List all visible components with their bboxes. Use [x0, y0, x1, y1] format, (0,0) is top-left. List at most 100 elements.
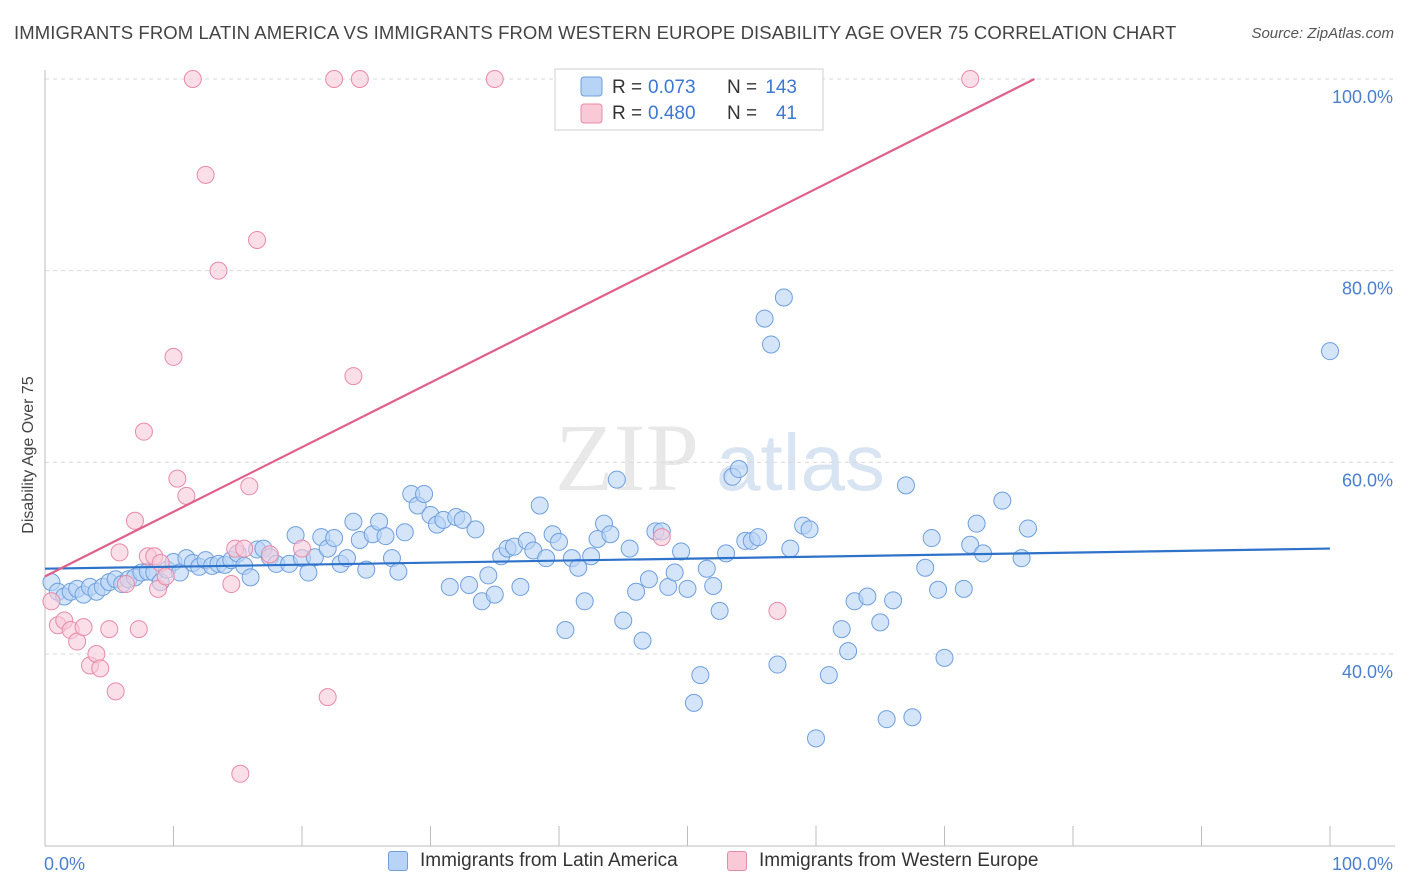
point-western-europe — [350, 70, 369, 88]
point-western-europe — [100, 620, 119, 639]
point-latin-america — [858, 587, 877, 606]
point-latin-america — [440, 577, 459, 596]
point-latin-america — [537, 549, 556, 568]
point-latin-america — [967, 514, 986, 533]
y-axis-label: Disability Age Over 75 — [20, 376, 37, 534]
point-latin-america — [993, 491, 1012, 510]
point-western-europe — [156, 567, 175, 586]
point-latin-america — [884, 591, 903, 610]
point-latin-america — [807, 729, 825, 748]
point-western-europe — [129, 620, 148, 639]
point-latin-america — [762, 335, 781, 354]
point-western-europe — [116, 575, 135, 594]
point-latin-america — [357, 560, 376, 579]
legend-r-value-1: 0.073 — [648, 77, 696, 98]
point-latin-america — [639, 570, 658, 589]
point-western-europe — [134, 422, 153, 441]
point-western-europe — [260, 545, 279, 564]
point-latin-america — [832, 620, 851, 639]
point-latin-america — [800, 520, 819, 539]
point-latin-america — [916, 558, 935, 577]
point-latin-america — [729, 460, 748, 479]
x-tick-label-min: 0.0% — [44, 854, 85, 874]
point-latin-america — [466, 520, 485, 539]
point-latin-america — [684, 693, 703, 712]
point-western-europe — [248, 231, 267, 249]
point-latin-america — [601, 525, 620, 544]
point-latin-america — [389, 562, 408, 581]
point-latin-america — [819, 666, 838, 685]
legend-item-western-europe: Immigrants from Western Europe — [727, 850, 1038, 872]
point-western-europe — [485, 70, 504, 88]
legend-n-value-1: 143 — [765, 77, 797, 98]
point-latin-america — [415, 484, 434, 503]
point-latin-america — [633, 631, 652, 650]
point-latin-america — [395, 523, 414, 542]
point-latin-america — [376, 527, 395, 546]
point-latin-america — [697, 559, 716, 578]
legend-r-value-2: 0.480 — [648, 103, 696, 124]
legend-swatch-pink — [580, 103, 603, 124]
point-latin-america — [678, 579, 697, 598]
point-latin-america — [511, 577, 530, 596]
point-latin-america — [1321, 342, 1339, 361]
y-tick-label-40: 40.0% — [1342, 662, 1393, 682]
watermark-zip: ZIP — [555, 404, 699, 511]
point-latin-america — [556, 621, 575, 640]
point-latin-america — [672, 542, 691, 561]
axes — [44, 70, 1395, 847]
point-latin-america — [550, 532, 568, 551]
y-tick-label-80: 80.0% — [1342, 279, 1393, 299]
point-latin-america — [896, 476, 915, 495]
point-latin-america — [954, 579, 973, 598]
point-western-europe — [74, 618, 93, 637]
point-latin-america — [665, 563, 684, 582]
point-latin-america — [485, 585, 504, 604]
x-tick-label-max: 100.0% — [1332, 854, 1393, 874]
point-western-europe — [91, 659, 110, 678]
legend-r-label-1: R = — [612, 77, 642, 98]
point-latin-america — [575, 592, 594, 611]
point-latin-america — [460, 576, 479, 594]
point-latin-america — [569, 558, 588, 577]
series-latin-america-points — [42, 288, 1339, 748]
point-latin-america — [241, 568, 260, 587]
point-latin-america — [479, 566, 498, 585]
trend-lines — [44, 78, 1331, 578]
point-latin-america — [530, 496, 549, 515]
point-latin-america — [929, 580, 948, 599]
point-latin-america — [627, 582, 646, 601]
point-western-europe — [168, 469, 187, 488]
trend-line-latin-america — [44, 547, 1331, 570]
point-western-europe — [209, 261, 228, 280]
point-latin-america — [344, 512, 363, 531]
point-western-europe — [125, 511, 144, 530]
point-latin-america — [614, 611, 633, 630]
point-latin-america — [781, 539, 800, 558]
point-latin-america — [717, 544, 736, 563]
correlation-legend: R = 0.073 N = 143 R = 0.480 N = 41 — [554, 68, 824, 131]
point-latin-america — [871, 613, 890, 632]
point-latin-america — [607, 470, 626, 489]
point-western-europe — [110, 543, 129, 562]
x-ticks — [173, 826, 1331, 846]
legend-n-label-2: N = — [727, 103, 757, 124]
point-western-europe — [164, 347, 183, 366]
point-western-europe — [318, 688, 337, 707]
point-latin-america — [337, 549, 356, 568]
point-western-europe — [235, 539, 254, 558]
chart-title: IMMIGRANTS FROM LATIN AMERICA VS IMMIGRA… — [14, 22, 1177, 43]
point-latin-america — [710, 601, 729, 620]
point-latin-america — [749, 528, 768, 547]
point-western-europe — [42, 592, 61, 611]
point-western-europe — [768, 601, 787, 620]
y-tick-label-100: 100.0% — [1332, 87, 1393, 107]
legend-n-label-1: N = — [727, 77, 757, 98]
legend-swatch-latin-america — [388, 851, 408, 871]
legend-r-label-2: R = — [612, 103, 642, 124]
point-western-europe — [325, 70, 344, 88]
point-latin-america — [755, 309, 774, 328]
point-latin-america — [325, 529, 344, 548]
point-latin-america — [935, 648, 954, 667]
